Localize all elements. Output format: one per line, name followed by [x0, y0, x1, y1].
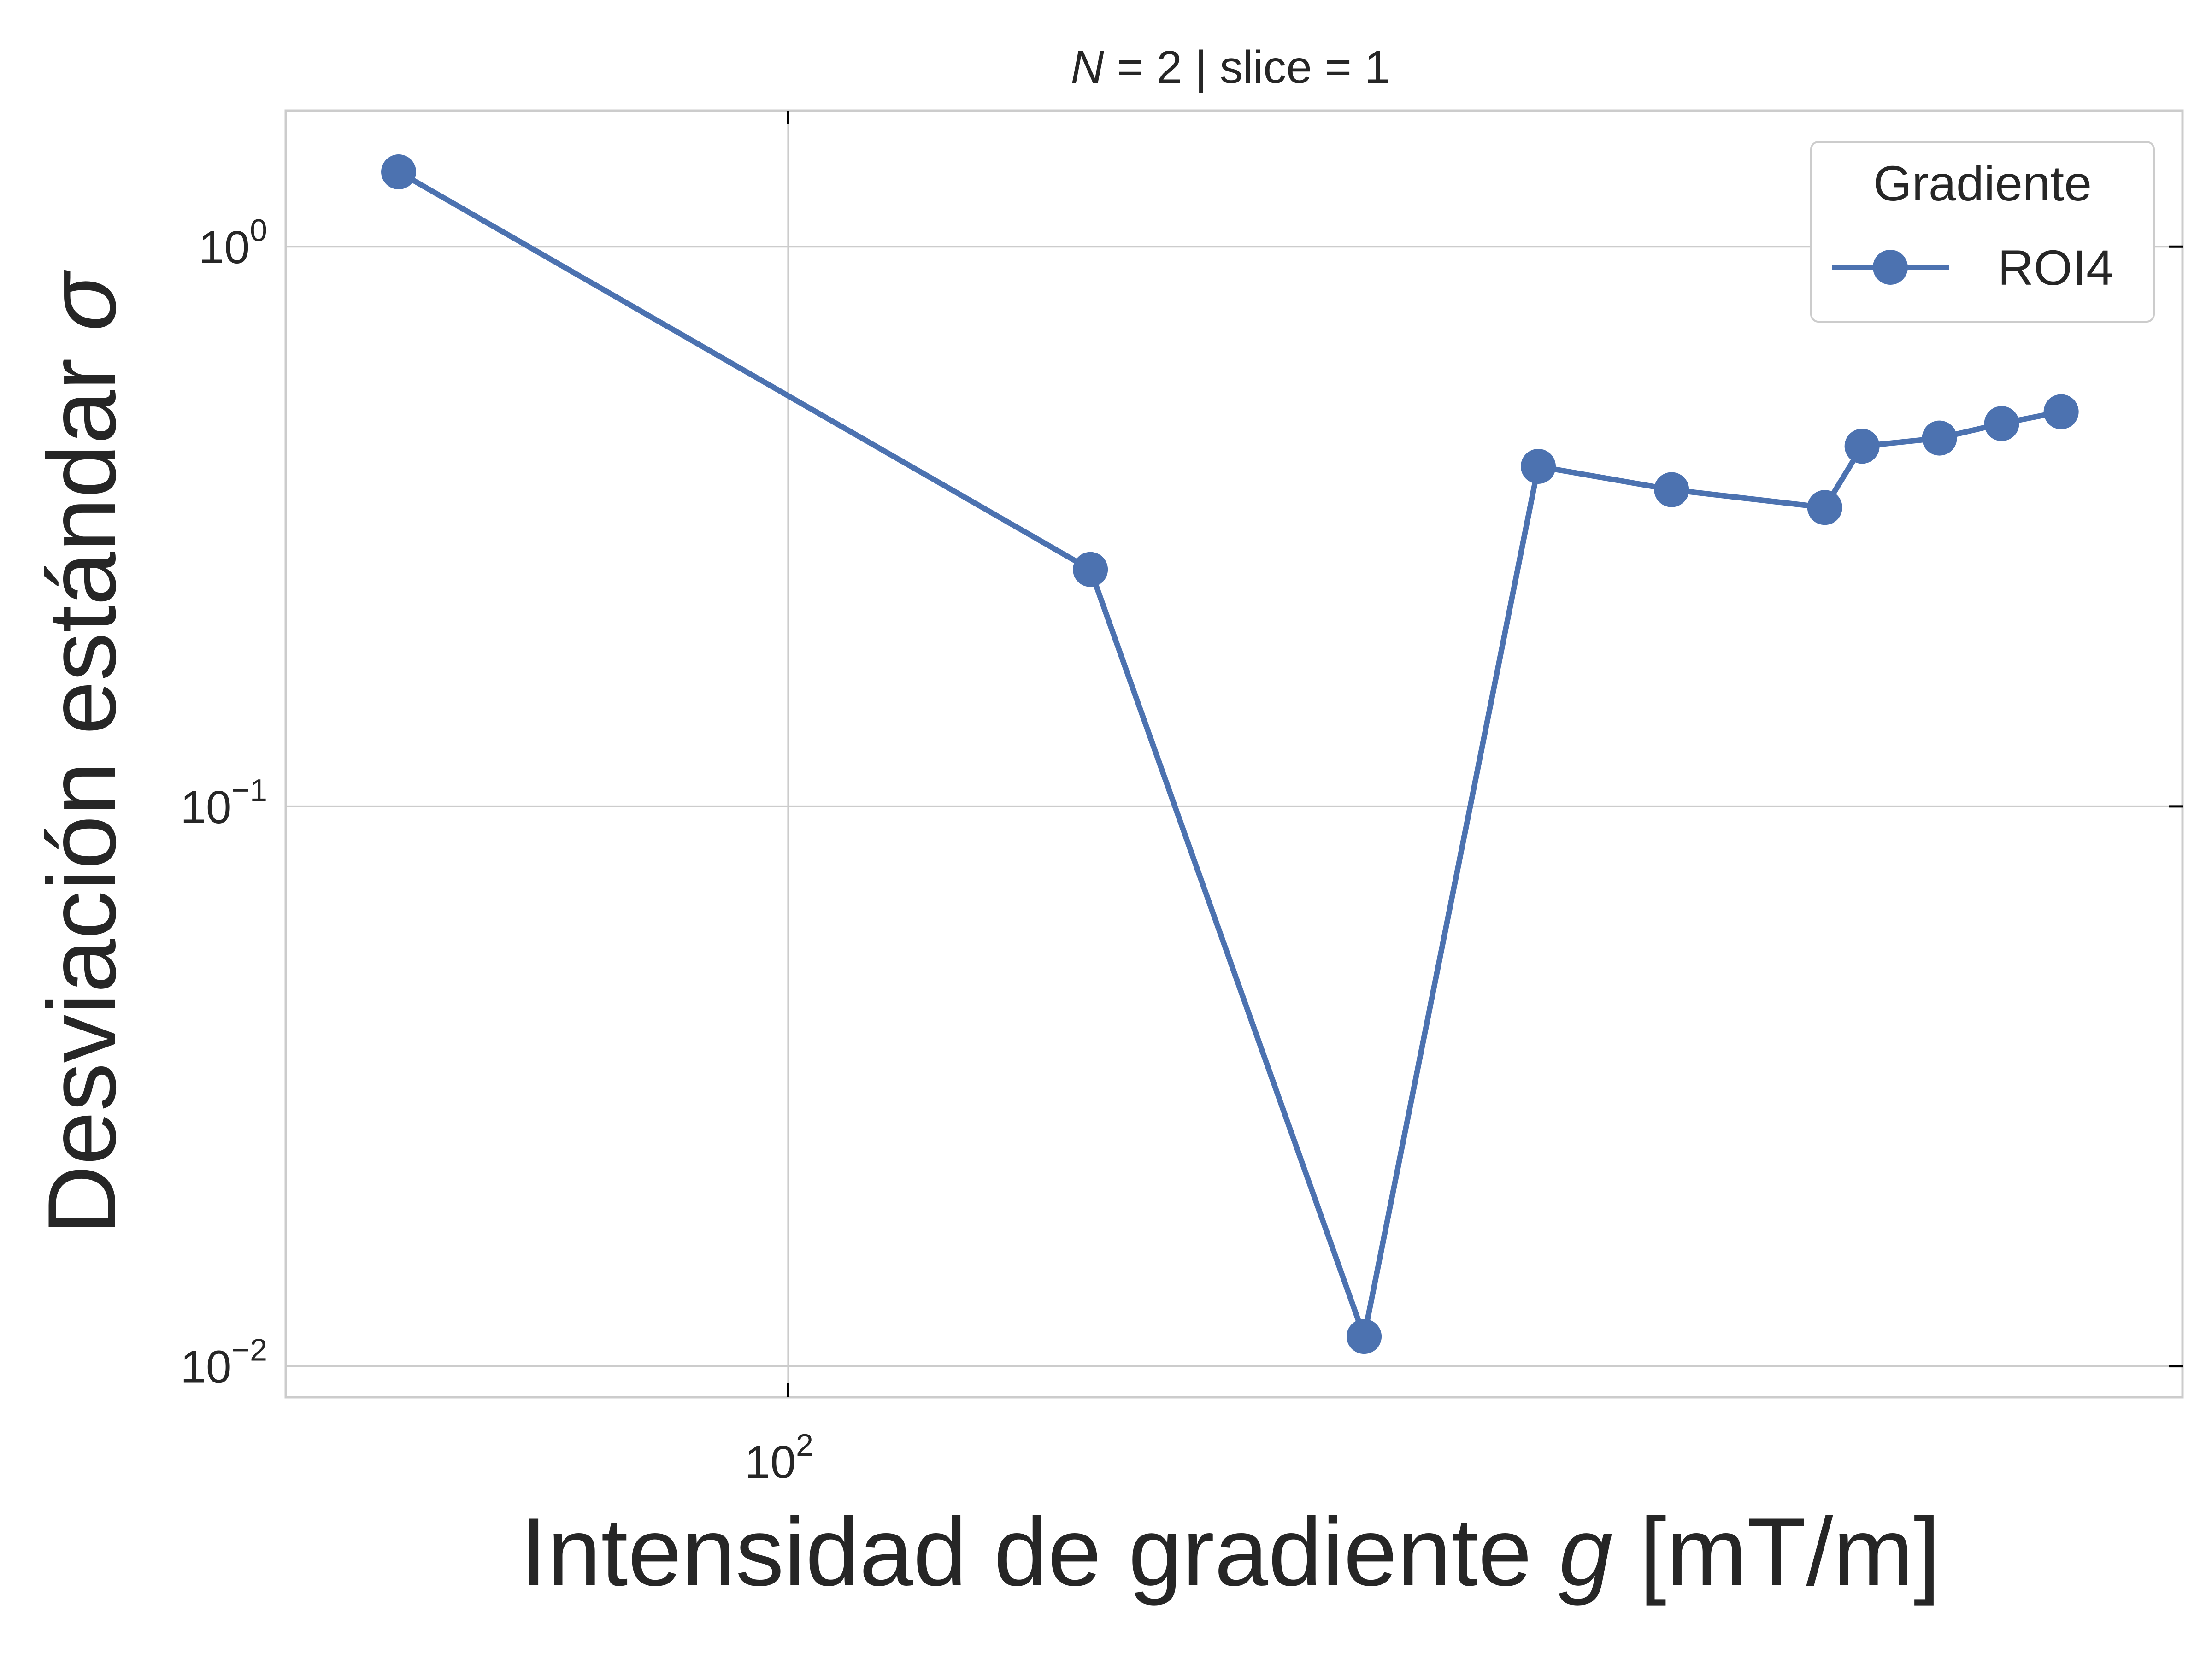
chart-title-variable: N — [1071, 41, 1105, 93]
data-point-roi4 — [1984, 406, 2019, 441]
y-tick-label: 10−1 — [180, 773, 267, 833]
legend-marker-swatch — [1873, 250, 1908, 285]
axis-ticks — [787, 111, 2183, 1397]
data-point-roi4 — [1922, 420, 1957, 456]
legend-label-roi4: ROI4 — [1998, 240, 2114, 295]
data-point-roi4 — [1807, 490, 1842, 525]
y-axis-label-text: Desviación estándar — [28, 331, 136, 1235]
data-point-roi4 — [381, 154, 417, 190]
plot-area-frame — [284, 109, 2184, 1399]
data-point-roi4 — [1654, 472, 1689, 507]
y-axis-label-variable: σ — [28, 270, 136, 331]
chart-title-rest: = 2 | slice = 1 — [1104, 41, 1390, 93]
data-point-roi4 — [2043, 394, 2079, 429]
data-point-roi4 — [1347, 1319, 1382, 1354]
y-tick-label: 100 — [199, 213, 267, 273]
x-axis-label-unit: [mT/m] — [1612, 1498, 1941, 1606]
series-line-roi4 — [397, 169, 2062, 1340]
x-axis-label-variable: g — [1559, 1498, 1613, 1606]
chart-title: N = 2 | slice = 1 — [1071, 41, 1390, 93]
legend-title: Gradiente — [1873, 155, 2092, 211]
data-point-roi4 — [1844, 429, 1880, 464]
series-layer — [381, 154, 2079, 1354]
data-point-roi4 — [1521, 449, 1556, 484]
x-axis-label: Intensidad de gradiente g [mT/m] — [520, 1498, 1941, 1606]
x-axis-label-text: Intensidad de gradiente — [520, 1498, 1559, 1606]
legend: Gradiente ROI4 — [1810, 141, 2155, 323]
data-point-roi4 — [1073, 552, 1108, 587]
y-tick-label: 10−2 — [180, 1333, 267, 1393]
x-tick-label: 102 — [745, 1428, 813, 1488]
y-axis-label: Desviación estándar σ — [28, 270, 136, 1235]
